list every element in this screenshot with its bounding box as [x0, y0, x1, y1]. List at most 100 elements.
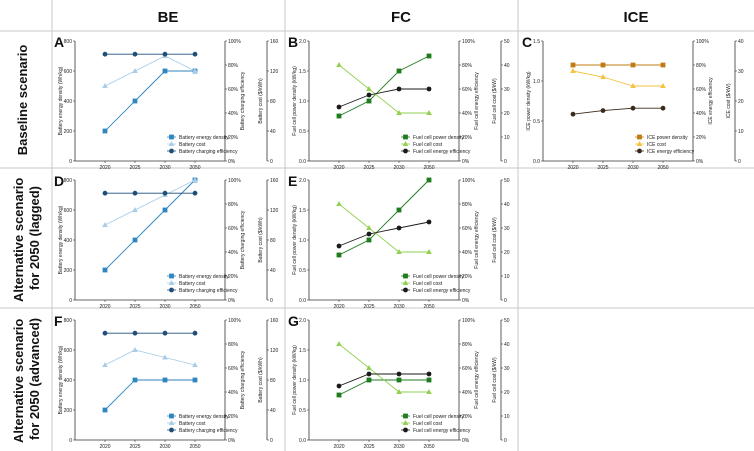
series-battery-charging-efficiency: [102, 330, 198, 336]
right-tick-label: 80%: [696, 63, 707, 69]
data-point: [102, 222, 108, 227]
data-point: [426, 177, 432, 183]
legend-marker: [169, 427, 174, 433]
right-tick-label: 0%: [228, 438, 236, 444]
x-tick-label: 2025: [129, 304, 140, 310]
second-right-tick-label: 20: [738, 99, 744, 105]
data-point: [336, 62, 342, 67]
left-tick-label: 600: [64, 208, 73, 214]
x-tick-label: 2050: [189, 304, 200, 310]
x-tick-label: 2025: [597, 165, 608, 171]
legend-marker: [636, 141, 643, 146]
data-point: [396, 371, 402, 377]
data-point: [336, 383, 342, 389]
second-right-axis-title: Battery cost ($/kWh): [258, 78, 264, 124]
second-right-tick-label: 0: [504, 438, 507, 444]
second-right-tick-label: 120: [270, 208, 279, 214]
series-ice-energy-efficiency: [570, 105, 666, 117]
data-point: [162, 354, 168, 360]
data-point: [336, 201, 342, 206]
data-point: [102, 51, 108, 57]
x-tick-label: 2020: [333, 165, 344, 171]
left-tick-label: 2.0: [299, 39, 306, 45]
data-point: [660, 62, 666, 68]
second-right-tick-label: 50: [504, 318, 510, 324]
data-point: [192, 68, 198, 73]
left-tick-label: 600: [64, 348, 73, 354]
x-tick-label: 2030: [627, 165, 638, 171]
data-point: [132, 68, 138, 73]
legend-label: Fuel cell cost: [413, 142, 443, 148]
data-point: [600, 62, 606, 68]
right-tick-label: 100%: [696, 39, 709, 45]
panel-g: G 0.0 0.5 1.0 1.5 2.0 Fuel cell power density …: [288, 313, 510, 450]
second-right-tick-label: 80: [270, 99, 276, 105]
data-point: [366, 231, 372, 237]
series-line: [338, 55, 430, 117]
second-right-tick-label: 40: [270, 268, 276, 274]
legend-marker: [403, 413, 408, 419]
left-tick-label: 0: [69, 438, 72, 444]
data-point: [366, 98, 372, 104]
right-tick-label: 0%: [462, 438, 470, 444]
second-right-tick-label: 20: [504, 111, 510, 117]
x-tick-label: 2050: [189, 165, 200, 171]
data-point: [102, 190, 108, 196]
legend-label: Battery cost: [179, 281, 206, 287]
series-line: [104, 379, 195, 411]
right-axis-title: Battery charging efficiency: [240, 350, 246, 409]
second-right-tick-label: 120: [270, 348, 279, 354]
right-tick-label: 100%: [228, 178, 241, 184]
legend-label: Fuel cell power density: [413, 135, 464, 141]
second-right-axis-title: Fuel cell cost ($/kW): [492, 78, 498, 124]
series-line: [104, 55, 196, 87]
legend-label: Fuel cell cost: [413, 421, 443, 427]
x-tick-label: 2050: [423, 304, 434, 310]
left-tick-label: 1.0: [299, 99, 306, 105]
panel-label-e: E: [288, 173, 297, 189]
right-tick-label: 60%: [462, 87, 473, 93]
legend-marker: [169, 148, 174, 154]
left-tick-label: 0.5: [533, 119, 540, 125]
x-tick-label: 2030: [393, 304, 404, 310]
series-line: [104, 70, 195, 132]
series-fuel-cell-energy-efficiency: [336, 86, 432, 110]
data-point: [426, 53, 432, 59]
legend-label: Battery charging efficiency: [179, 149, 238, 155]
x-tick-label: 2020: [333, 444, 344, 450]
right-tick-label: 60%: [228, 366, 239, 372]
panel-b: B 0.0 0.5 1.0 1.5 2.0 Fuel cell power density …: [288, 34, 510, 171]
right-tick-label: 60%: [462, 366, 473, 372]
data-point: [132, 237, 138, 243]
second-right-tick-label: 160: [270, 39, 279, 45]
x-tick-label: 2020: [333, 304, 344, 310]
series-battery-energy-density: [102, 177, 198, 273]
right-tick-label: 100%: [462, 39, 475, 45]
data-point: [630, 83, 636, 88]
data-point: [336, 243, 342, 249]
right-tick-label: 40%: [228, 390, 239, 396]
second-right-tick-label: 80: [270, 378, 276, 384]
left-tick-label: 800: [64, 39, 73, 45]
data-point: [192, 377, 198, 383]
series-line: [338, 64, 429, 114]
legend-label: Fuel cell cost: [413, 281, 443, 287]
legend-label: Fuel cell power density: [413, 414, 464, 420]
series-line: [338, 179, 430, 256]
row-header-baseline: Baseline scenario: [15, 45, 30, 156]
x-tick-label: 2050: [423, 444, 434, 450]
panel-label-b: B: [288, 34, 298, 50]
x-tick-label: 2030: [159, 444, 170, 450]
legend-marker: [403, 287, 408, 293]
data-point: [570, 68, 576, 73]
second-right-tick-label: 40: [504, 63, 510, 69]
x-tick-label: 2030: [159, 165, 170, 171]
legend-label: ICE power density: [647, 135, 688, 141]
left-tick-label: 1.0: [299, 238, 306, 244]
legend-label: Battery energy density: [179, 414, 229, 420]
right-tick-label: 20%: [462, 414, 473, 420]
second-right-tick-label: 30: [504, 87, 510, 93]
right-tick-label: 60%: [228, 226, 239, 232]
second-right-axis-title: Battery cost ($/kWh): [258, 217, 264, 263]
